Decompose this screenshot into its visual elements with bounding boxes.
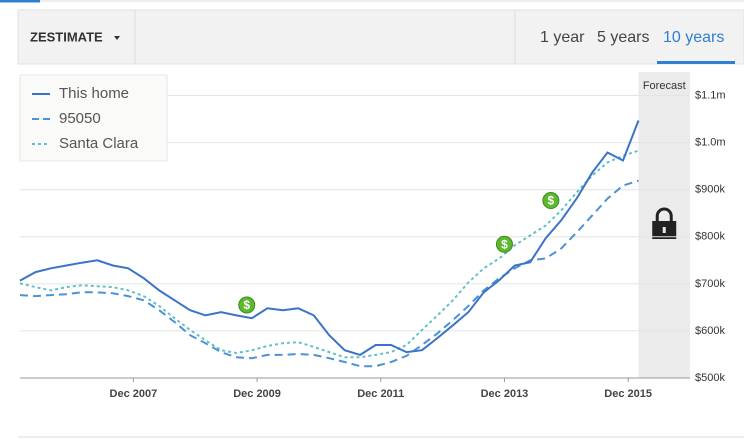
y-tick-label: $500k	[695, 372, 725, 384]
x-tick-label: Dec 2015	[604, 388, 652, 400]
legend-label: This home	[59, 85, 129, 102]
range-button[interactable]: 1 year	[540, 29, 585, 46]
sale-marker[interactable]	[495, 235, 513, 253]
sale-marker[interactable]	[542, 192, 560, 210]
dropdown-caret[interactable]	[114, 36, 120, 40]
sale-marker[interactable]	[238, 296, 256, 314]
series-line	[19, 149, 639, 359]
selected-underline	[657, 61, 735, 64]
range-button[interactable]: 5 years	[597, 29, 649, 46]
y-tick-label: $900k	[695, 184, 725, 196]
range-button[interactable]: 10 years	[663, 29, 724, 46]
forecast-label: Forecast	[643, 80, 686, 92]
y-tick-label: $600k	[695, 325, 725, 337]
sale-icon: $	[501, 237, 508, 251]
x-tick-label: Dec 2009	[233, 388, 281, 400]
y-tick-label: $800k	[695, 231, 725, 243]
y-tick-label: $700k	[695, 278, 725, 290]
x-tick-label: Dec 2011	[357, 388, 404, 400]
header-bar	[17, 9, 744, 65]
lock-icon	[655, 207, 673, 221]
legend-label: Santa Clara	[59, 135, 139, 152]
plot: Forecast $500k $600k $700k $800k $900k $1.0m $1…	[19, 72, 726, 400]
header-title[interactable]: ZESTIMATE	[30, 29, 103, 44]
y-tick-label: $1.1m	[695, 89, 726, 101]
lock-keyhole	[662, 227, 666, 233]
sale-icon: $	[243, 298, 250, 312]
sale-icon: $	[548, 194, 555, 208]
series-line	[19, 120, 640, 356]
legend-label: 95050	[59, 110, 101, 127]
x-tick-label: Dec 2007	[110, 388, 158, 400]
y-tick-label: $1.0m	[695, 137, 726, 149]
x-tick-label: Dec 2013	[481, 388, 529, 400]
series-line	[19, 179, 639, 368]
